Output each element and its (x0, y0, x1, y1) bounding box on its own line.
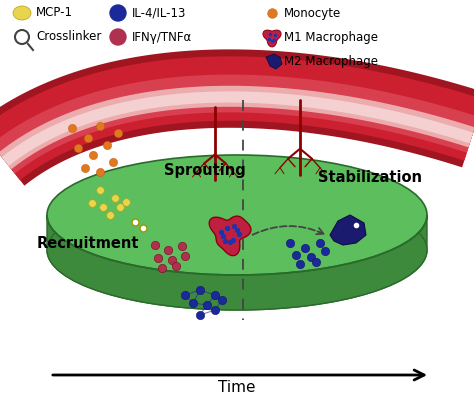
Polygon shape (266, 54, 282, 69)
Text: Crosslinker: Crosslinker (36, 30, 101, 43)
Polygon shape (0, 86, 474, 169)
Text: IFNγ/TNFα: IFNγ/TNFα (132, 30, 192, 43)
Text: Time: Time (218, 381, 256, 395)
Ellipse shape (47, 190, 427, 310)
Polygon shape (47, 215, 427, 310)
Polygon shape (0, 49, 474, 186)
Text: Sprouting: Sprouting (164, 162, 246, 178)
FancyArrowPatch shape (253, 226, 324, 235)
Text: Recruitment: Recruitment (37, 235, 139, 251)
Text: M1 Macrophage: M1 Macrophage (284, 30, 378, 43)
Ellipse shape (47, 155, 427, 275)
Ellipse shape (15, 30, 29, 44)
Ellipse shape (13, 6, 31, 20)
Polygon shape (330, 215, 366, 245)
Polygon shape (0, 75, 474, 174)
Text: Stabilization: Stabilization (318, 170, 422, 186)
Text: Monocyte: Monocyte (284, 6, 341, 20)
Polygon shape (263, 30, 281, 47)
Polygon shape (0, 56, 474, 180)
Text: M2 Macrophage: M2 Macrophage (284, 55, 378, 67)
Ellipse shape (110, 29, 126, 45)
Polygon shape (2, 91, 473, 166)
Text: MCP-1: MCP-1 (36, 6, 73, 20)
Ellipse shape (110, 5, 126, 21)
Text: IL-4/IL-13: IL-4/IL-13 (132, 6, 186, 20)
Polygon shape (209, 216, 251, 256)
